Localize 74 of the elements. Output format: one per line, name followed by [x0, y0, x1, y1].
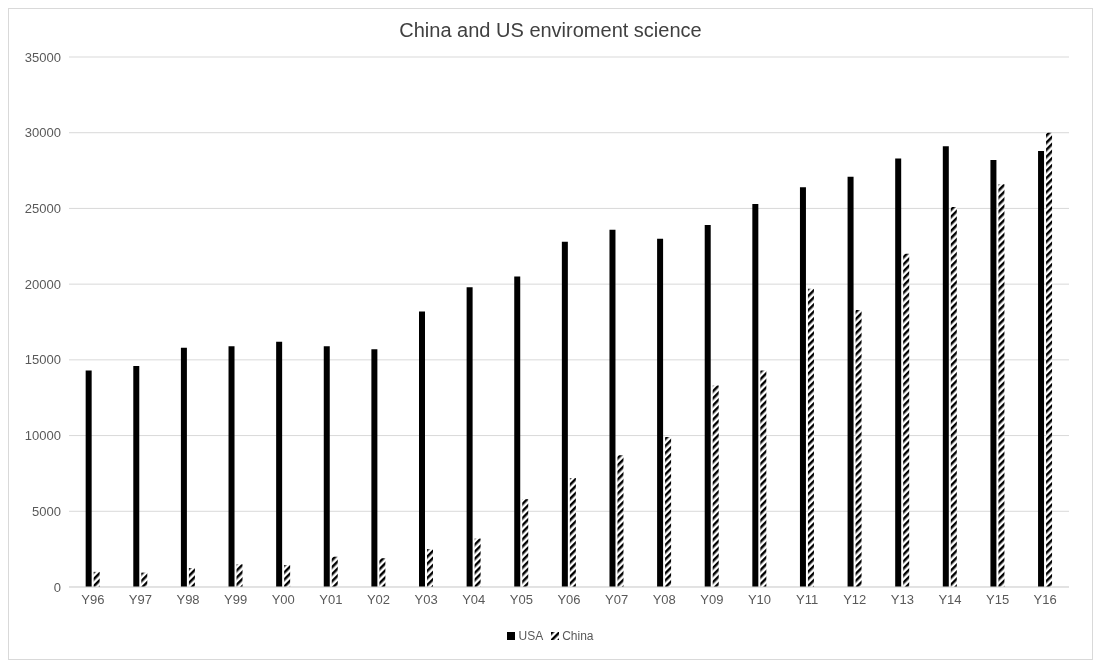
bar: [569, 477, 576, 587]
x-tick-label: Y06: [557, 592, 581, 608]
bar: [85, 370, 92, 587]
y-tick-label: 10000: [24, 428, 61, 444]
bar: [665, 437, 672, 587]
bar: [514, 276, 521, 587]
bar: [228, 346, 235, 587]
x-tick-label: Y07: [605, 592, 629, 608]
bar: [188, 568, 195, 587]
x-tick-label: Y97: [128, 592, 152, 608]
bar: [617, 455, 624, 587]
bar: [371, 349, 378, 587]
bar: [522, 499, 529, 587]
bar: [998, 184, 1005, 587]
bar: [419, 311, 425, 587]
bar: [284, 565, 291, 587]
bar: [331, 556, 338, 587]
bar: [236, 564, 243, 587]
x-tick-label: Y10: [747, 592, 772, 608]
x-tick-label: Y15: [986, 592, 1010, 608]
bar: [466, 287, 473, 587]
bar: [657, 238, 664, 587]
bar: [760, 370, 767, 587]
y-tick-label: 15000: [24, 352, 61, 368]
x-tick-label: Y03: [414, 592, 438, 608]
y-tick-label: 35000: [24, 49, 61, 65]
legend-label: USA: [517, 629, 544, 643]
bar: [323, 346, 330, 587]
bar: [942, 146, 949, 587]
bar: [474, 538, 481, 587]
bar: [799, 187, 806, 587]
x-tick-label: Y12: [843, 592, 867, 608]
x-tick-label: Y98: [176, 592, 200, 608]
bar: [950, 206, 957, 587]
legend-label: China: [561, 629, 594, 643]
bar: [1038, 150, 1045, 587]
bar: [752, 203, 759, 587]
bar: [93, 571, 100, 587]
bar: [609, 229, 616, 587]
y-tick-label: 25000: [24, 201, 61, 217]
bar: [561, 241, 568, 587]
x-tick-label: Y16: [1033, 592, 1057, 608]
x-tick-label: Y11: [796, 592, 819, 608]
x-tick-label: Y04: [462, 592, 486, 608]
chart-title: China and US enviroment science: [398, 18, 703, 43]
bar: [847, 176, 854, 587]
x-tick-label: Y05: [509, 592, 533, 608]
x-tick-label: Y09: [700, 592, 724, 608]
y-tick-label: 30000: [24, 125, 61, 141]
bar: [807, 288, 814, 587]
x-tick-label: Y13: [890, 592, 914, 608]
bar: [180, 347, 187, 587]
x-tick-label: Y14: [938, 592, 962, 608]
bar: [712, 385, 719, 587]
bar: [141, 572, 148, 587]
x-tick-label: Y01: [319, 592, 343, 608]
y-tick-label: 5000: [32, 503, 61, 519]
bar: [855, 309, 862, 587]
y-tick-label: 20000: [24, 276, 61, 292]
bar: [895, 158, 902, 587]
bar: [704, 225, 711, 587]
x-tick-label: Y99: [224, 592, 248, 608]
bar: [990, 159, 997, 587]
x-tick-label: Y96: [81, 592, 105, 608]
x-tick-label: Y02: [366, 592, 391, 608]
bar: [276, 341, 283, 587]
x-tick-label: Y00: [271, 592, 295, 608]
bar: [379, 558, 386, 587]
bar: [133, 365, 140, 587]
bar: [903, 253, 910, 587]
bar: [1046, 132, 1053, 587]
x-tick-label: Y08: [652, 592, 676, 608]
bar: [427, 549, 433, 587]
y-tick-label: 0: [53, 579, 61, 595]
